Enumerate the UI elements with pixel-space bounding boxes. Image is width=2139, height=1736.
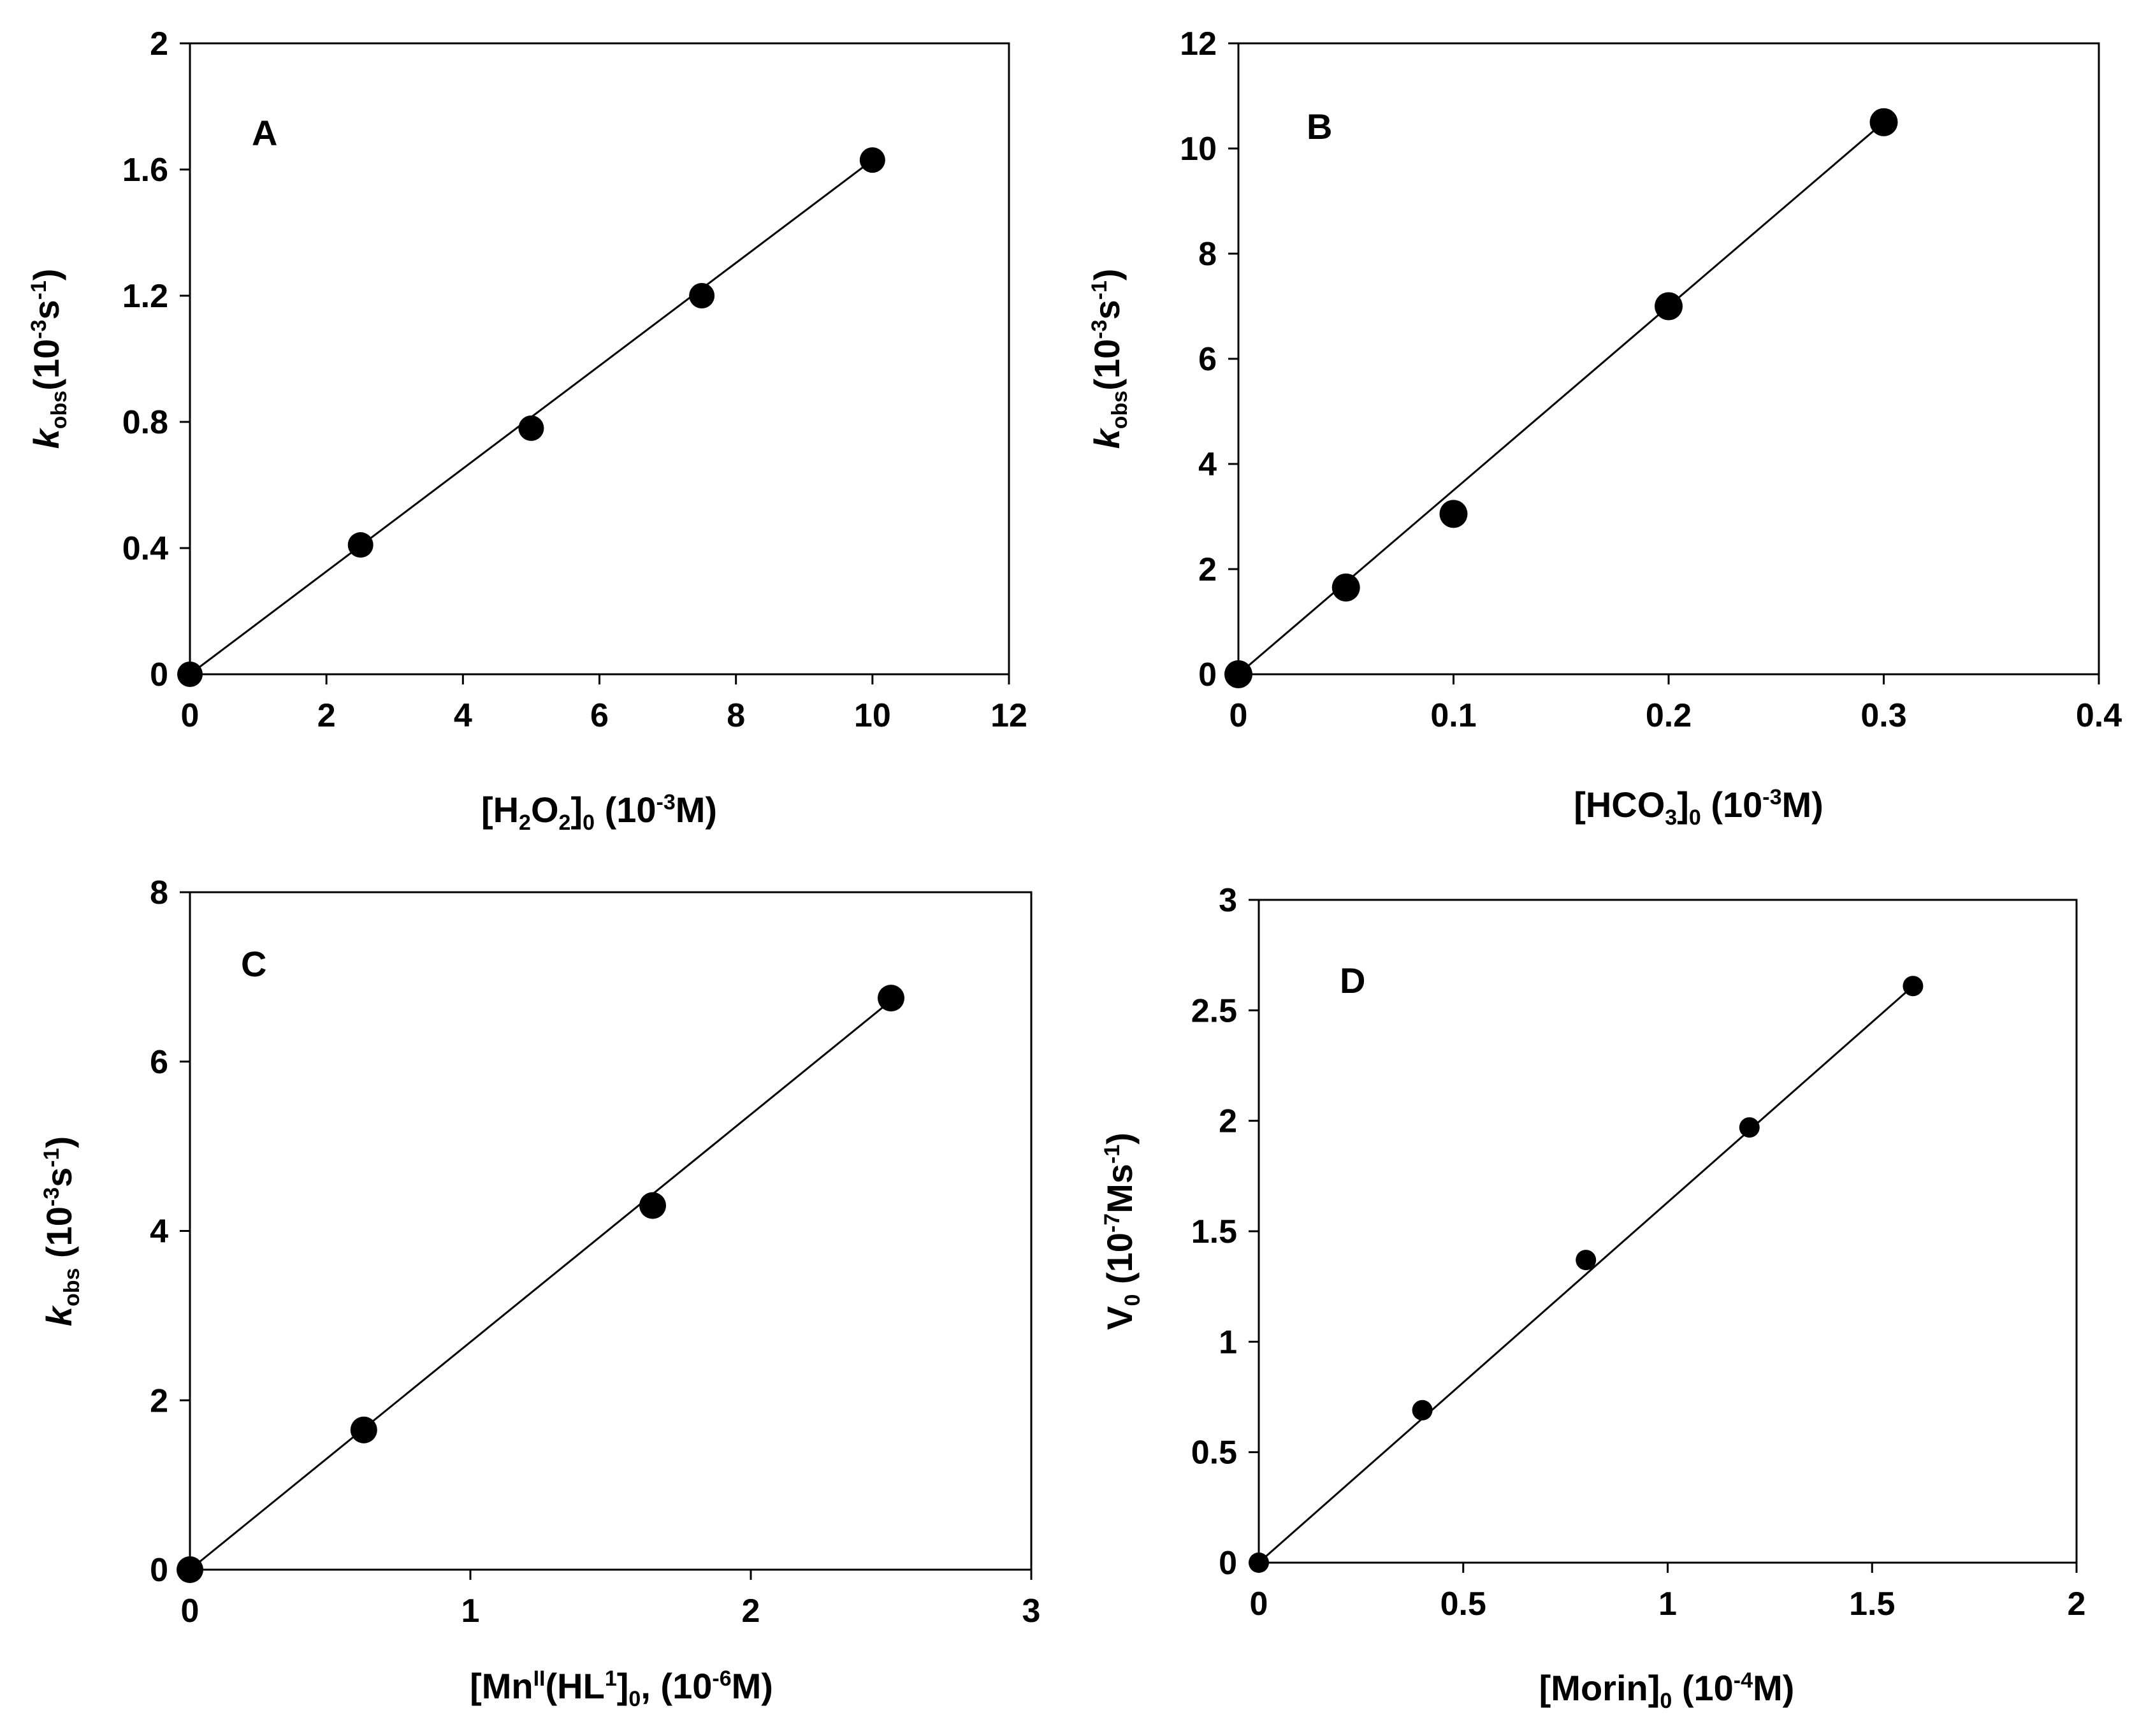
data-point xyxy=(639,1192,666,1219)
data-point xyxy=(177,662,203,687)
panel-d: 0 0.5 1 1.5 2 0 0.5 1 1.5 2 2.5 3 D [Morin]0 (10-4M… xyxy=(1099,882,2085,1713)
y-tick-label: 6 xyxy=(1198,341,1217,378)
data-point xyxy=(689,283,715,308)
data-point xyxy=(1412,1400,1433,1421)
x-tick-label: 2 xyxy=(317,697,336,734)
panel-letter-a: A xyxy=(252,113,277,153)
x-tick-label: 2 xyxy=(742,1593,760,1630)
y-tick-label: 0 xyxy=(150,1552,168,1589)
x-tick-label: 0.1 xyxy=(1430,697,1476,734)
y-tick-label: 0.5 xyxy=(1191,1435,1237,1472)
data-point xyxy=(350,1416,377,1443)
y-axis-title-d: V0 (10-7Ms-1) xyxy=(1099,1132,1145,1330)
y-tick-label: 2 xyxy=(150,25,168,62)
y-tick-label: 1.5 xyxy=(1191,1213,1237,1250)
x-tick-label: 1 xyxy=(1658,1586,1677,1623)
panel-a: 0 2 4 6 8 10 12 0 0.4 0.8 1.2 1.6 2 A [H2O2]0 (10-3M… xyxy=(26,25,1027,835)
data-point xyxy=(1249,1552,1269,1573)
y-tick-label: 12 xyxy=(1180,25,1217,62)
panel-letter-c: C xyxy=(241,944,266,984)
y-tick-label: 4 xyxy=(1198,446,1217,483)
data-points-c xyxy=(177,985,904,1583)
plot-frame-b xyxy=(1237,42,2100,676)
y-tick-label: 1.6 xyxy=(122,152,168,189)
x-tick-label: 0.2 xyxy=(1646,697,1692,734)
data-point xyxy=(347,532,373,558)
x-tick-label: 1 xyxy=(461,1593,480,1630)
y-tick-label: 0 xyxy=(1198,656,1217,693)
data-points-d xyxy=(1249,976,1924,1573)
y-axis-title-a: kobs(10-3s-1) xyxy=(26,269,71,449)
data-points-b xyxy=(1224,108,1898,688)
y-tick-label: 1.2 xyxy=(122,278,168,315)
panel-letter-b: B xyxy=(1307,106,1332,147)
data-point xyxy=(859,147,885,173)
fit-line-d xyxy=(1258,985,1914,1564)
x-tick-label: 2 xyxy=(2068,1586,2086,1623)
x-tick-label: 12 xyxy=(990,697,1027,734)
axes-b: 0 0.1 0.2 0.3 0.4 0 2 4 6 8 10 12 xyxy=(1180,25,2122,734)
x-tick-label: 0.3 xyxy=(1860,697,1906,734)
y-tick-label: 0 xyxy=(1219,1545,1237,1582)
data-point xyxy=(1224,660,1252,688)
x-tick-label: 0.4 xyxy=(2076,697,2122,734)
y-tick-label: 2 xyxy=(150,1382,168,1419)
data-point xyxy=(177,1556,203,1583)
y-tick-label: 8 xyxy=(1198,236,1217,273)
fit-line-c xyxy=(189,999,892,1571)
data-point xyxy=(1655,292,1683,321)
y-tick-label: 0.4 xyxy=(122,530,168,567)
x-axis-title-a: [H2O2]0 (10-3M) xyxy=(481,790,717,835)
axes-a: 0 2 4 6 8 10 12 0 0.4 0.8 1.2 1.6 2 xyxy=(122,25,1027,734)
y-tick-label: 6 xyxy=(150,1044,168,1081)
x-tick-label: 0 xyxy=(181,697,199,734)
axes-c: 0 1 2 3 0 2 4 6 8 xyxy=(150,874,1040,1630)
data-point xyxy=(1739,1117,1760,1138)
y-tick-label: 2 xyxy=(1198,551,1217,588)
y-tick-label: 2.5 xyxy=(1191,992,1237,1029)
y-tick-label: 0.8 xyxy=(122,404,168,441)
x-tick-label: 4 xyxy=(454,697,472,734)
x-tick-label: 3 xyxy=(1022,1593,1041,1630)
panel-letter-d: D xyxy=(1340,960,1365,1001)
data-point xyxy=(1869,108,1898,136)
data-point xyxy=(1439,500,1468,528)
y-tick-label: 1 xyxy=(1219,1324,1237,1361)
y-tick-label: 2 xyxy=(1219,1103,1237,1140)
x-tick-label: 8 xyxy=(727,697,745,734)
axes-d: 0 0.5 1 1.5 2 0 0.5 1 1.5 2 2.5 3 xyxy=(1191,882,2086,1623)
x-tick-label: 0.5 xyxy=(1440,1586,1486,1623)
x-tick-label: 0 xyxy=(1250,1586,1268,1623)
y-tick-label: 8 xyxy=(150,874,168,911)
x-tick-label: 0 xyxy=(181,1593,199,1630)
panel-b: 0 0.1 0.2 0.3 0.4 0 2 4 6 8 10 12 B [HCO3]0 (10-3M)… xyxy=(1087,25,2122,830)
data-point xyxy=(1903,976,1924,997)
panel-c: 0 1 2 3 0 2 4 6 8 C [MnII(HL1]0, (10-6M) kobs (1… xyxy=(39,874,1040,1711)
data-point xyxy=(518,415,544,441)
data-point xyxy=(1331,573,1360,602)
data-points-a xyxy=(177,147,885,687)
data-point xyxy=(878,985,904,1012)
data-point xyxy=(1576,1250,1597,1271)
y-tick-label: 10 xyxy=(1180,131,1217,168)
x-axis-title-b: [HCO3]0 (10-3M) xyxy=(1574,785,1824,830)
x-tick-label: 10 xyxy=(854,697,891,734)
x-tick-label: 6 xyxy=(590,697,609,734)
y-axis-title-b: kobs(10-3s-1) xyxy=(1087,269,1132,449)
y-tick-label: 4 xyxy=(150,1213,168,1250)
y-axis-title-c: kobs (10-3s-1) xyxy=(39,1136,84,1326)
x-axis-title-c: [MnII(HL1]0, (10-6M) xyxy=(470,1666,773,1711)
y-tick-label: 3 xyxy=(1219,882,1237,919)
x-axis-title-d: [Morin]0 (10-4M) xyxy=(1539,1668,1795,1713)
plot-frame-a xyxy=(189,42,1010,676)
plot-frame-d xyxy=(1258,899,2078,1564)
x-tick-label: 1.5 xyxy=(1849,1586,1895,1623)
y-tick-label: 0 xyxy=(150,656,168,693)
x-tick-label: 0 xyxy=(1229,697,1248,734)
